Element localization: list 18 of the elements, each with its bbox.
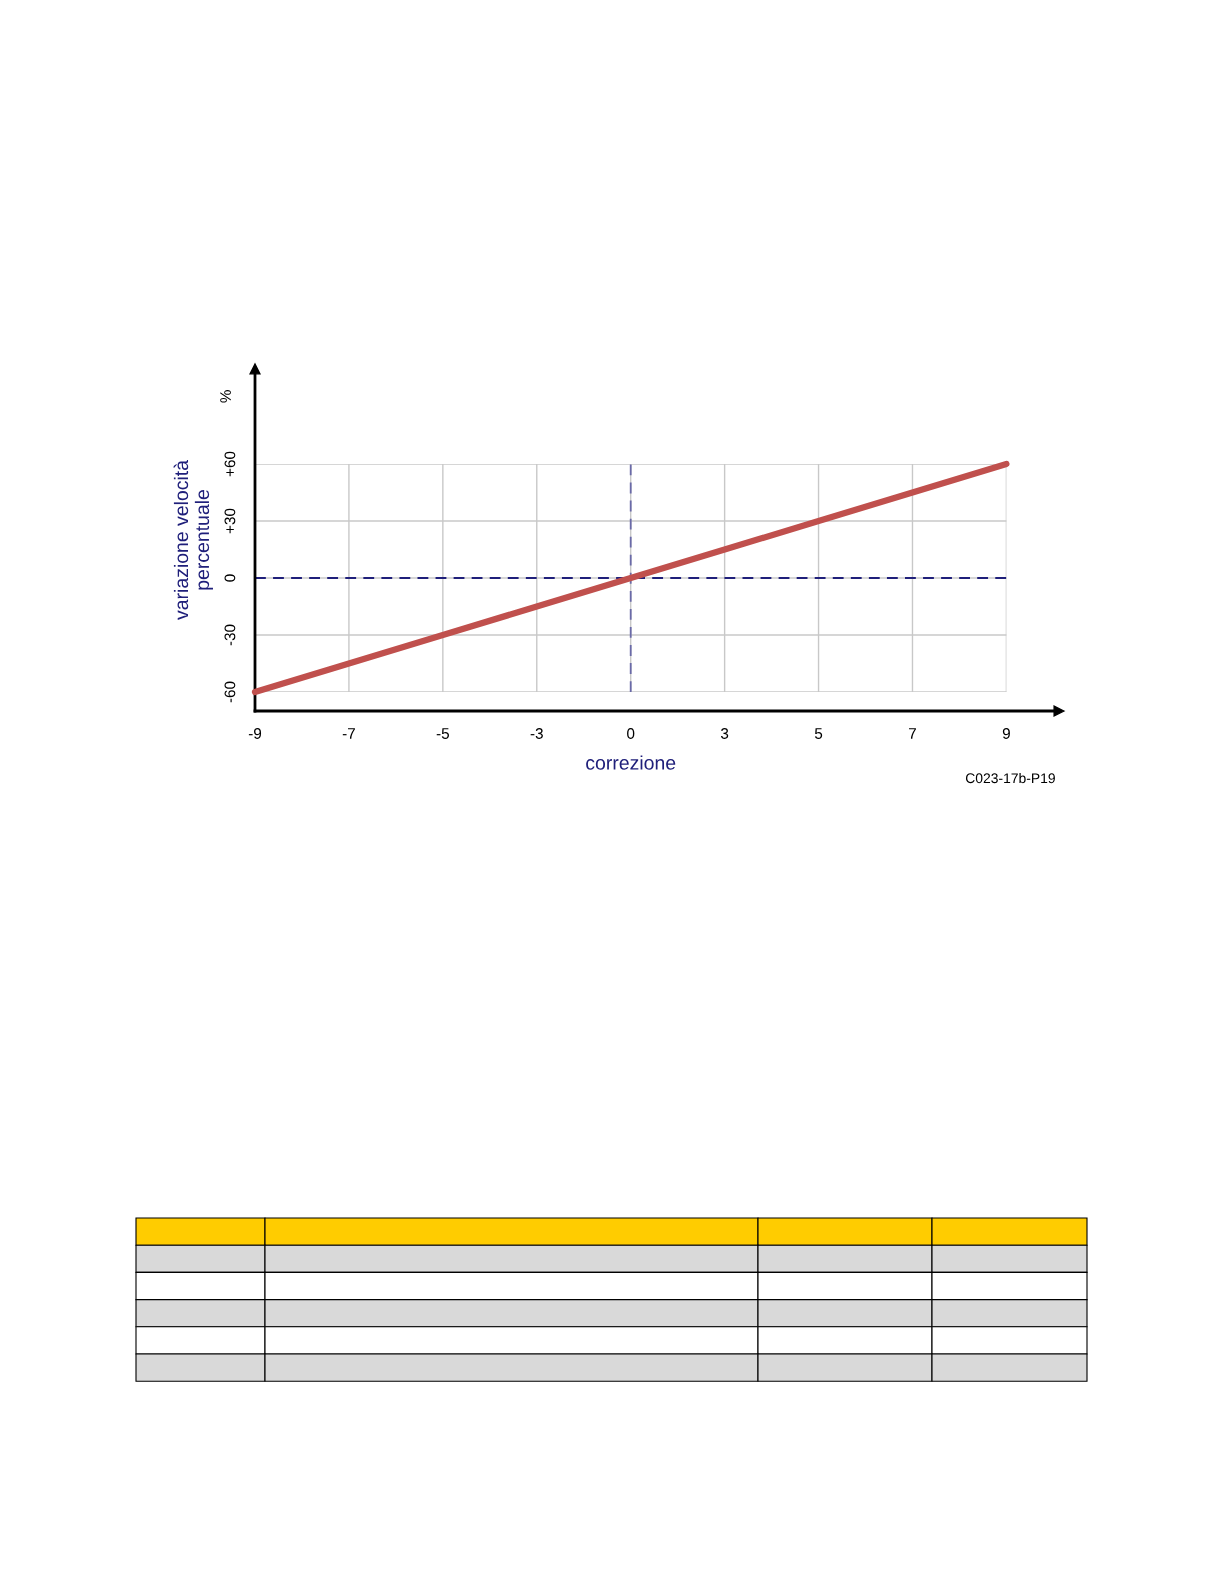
x-tick-label: -7 (342, 728, 355, 739)
x-tick-label: 7 (909, 728, 916, 739)
y-axis-title: variazione velocità percentuale (173, 460, 213, 620)
y-tick-label: -60 (224, 681, 236, 703)
x-tick-label: -5 (436, 728, 449, 739)
y-tick-label: -30 (224, 624, 236, 646)
x-tick-label: -9 (248, 728, 262, 739)
x-axis-title: correzione (586, 755, 676, 770)
text: C023-17b-P19 (965, 772, 1055, 784)
y-tick-label: +30 (224, 508, 236, 534)
text: % (220, 390, 231, 403)
y-tick-label: +60 (224, 451, 236, 477)
x-tick-label: 3 (720, 728, 729, 739)
x-tick-label: 9 (1002, 728, 1010, 739)
x-tick-label: 5 (814, 728, 823, 739)
x-tick-label: 0 (627, 728, 635, 739)
y-tick-label: 0 (224, 574, 236, 582)
x-tick-label: -3 (530, 728, 543, 739)
